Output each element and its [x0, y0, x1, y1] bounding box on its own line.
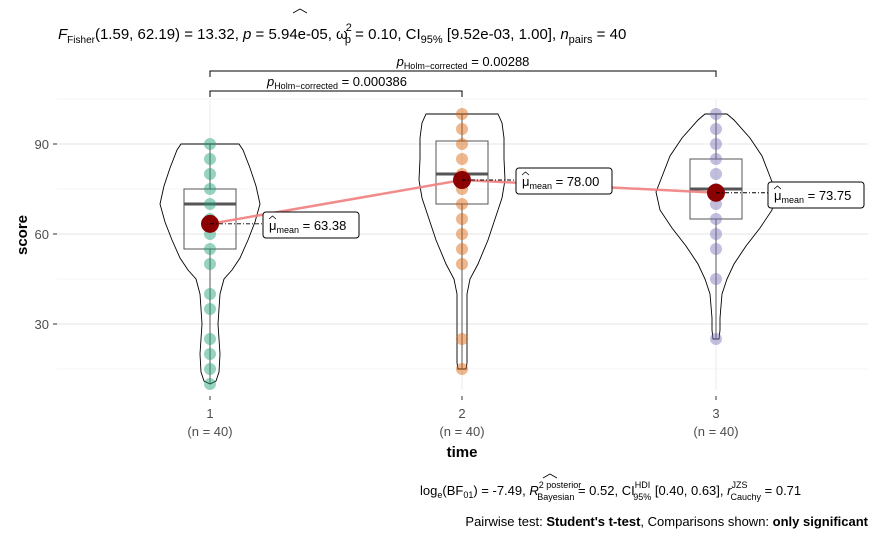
data-point: [456, 138, 468, 150]
data-point: [710, 108, 722, 120]
data-point: [710, 273, 722, 285]
data-point: [456, 213, 468, 225]
y-tick-label: 60: [35, 227, 49, 242]
data-point: [456, 198, 468, 210]
data-point: [204, 198, 216, 210]
data-point: [204, 168, 216, 180]
data-point: [710, 153, 722, 165]
mean-label-box: [767, 181, 865, 209]
x-axis: 1 (n = 40) 2 (n = 40) 3 (n = 40): [187, 396, 739, 439]
data-point: [204, 138, 216, 150]
data-point: [204, 243, 216, 255]
mu-hat-icon: [773, 185, 782, 190]
data-point: [456, 108, 468, 120]
x-n-label: (n = 40): [187, 424, 232, 439]
y-axis: 30 60 90: [35, 137, 57, 332]
data-point: [204, 348, 216, 360]
pairwise-label-1-2: pHolm−corrected = 0.000386: [266, 74, 407, 91]
pairwise-label-1-3: pHolm−corrected = 0.00288: [396, 54, 530, 71]
data-point: [710, 138, 722, 150]
data-point: [204, 183, 216, 195]
data-point: [204, 288, 216, 300]
r2-hat-icon: [542, 473, 558, 479]
bayes-caption: loge(BF01) = -7.49, R2 posterior Bayesian…: [420, 480, 801, 502]
x-tick-label: 3: [712, 406, 719, 421]
data-point: [456, 153, 468, 165]
mean-label-1: μmean = 63.38: [269, 218, 346, 235]
data-point: [710, 243, 722, 255]
mean-label-box: [262, 211, 360, 239]
mu-hat-icon: [268, 215, 277, 220]
data-point: [204, 258, 216, 270]
data-point: [456, 333, 468, 345]
data-points: [204, 108, 722, 390]
omega-hat-icon: [292, 8, 308, 14]
data-point: [710, 123, 722, 135]
pairwise-bracket-1-2: pHolm−corrected = 0.000386: [209, 74, 463, 97]
boxplots: [183, 114, 743, 384]
data-point: [710, 213, 722, 225]
x-tick-label: 2: [458, 406, 465, 421]
data-point: [204, 153, 216, 165]
mean-label-3: μmean = 73.75: [774, 188, 851, 205]
data-point: [204, 378, 216, 390]
violin-2: [418, 113, 506, 370]
data-point: [456, 258, 468, 270]
data-point: [456, 123, 468, 135]
data-point: [456, 243, 468, 255]
data-point: [456, 228, 468, 240]
mu-hat-icon: [521, 171, 530, 176]
pairwise-caption: Pairwise test: Student's t-test, Compari…: [465, 514, 868, 529]
pairwise-bracket-1-3: pHolm−corrected = 0.00288: [209, 54, 717, 77]
mean-label-2: μmean = 78.00: [522, 174, 599, 191]
x-axis-label: time: [447, 444, 478, 461]
y-tick-label: 30: [35, 317, 49, 332]
data-point: [710, 228, 722, 240]
data-point: [456, 363, 468, 375]
x-tick-label: 1: [206, 406, 213, 421]
y-axis-label: score: [14, 215, 31, 255]
x-n-label: (n = 40): [439, 424, 484, 439]
x-n-label: (n = 40): [693, 424, 738, 439]
data-point: [710, 333, 722, 345]
chart-title: FFisher(1.59, 62.19) = 13.32, p = 5.94e-…: [58, 22, 626, 46]
y-tick-label: 90: [35, 137, 49, 152]
data-point: [204, 303, 216, 315]
mean-labels: μmean = 63.38 μmean = 78.00 μmean = 73.75: [210, 167, 865, 239]
data-point: [710, 168, 722, 180]
data-point: [204, 333, 216, 345]
mean-label-box: [515, 167, 613, 195]
data-point: [204, 363, 216, 375]
violin-1: [159, 143, 261, 385]
